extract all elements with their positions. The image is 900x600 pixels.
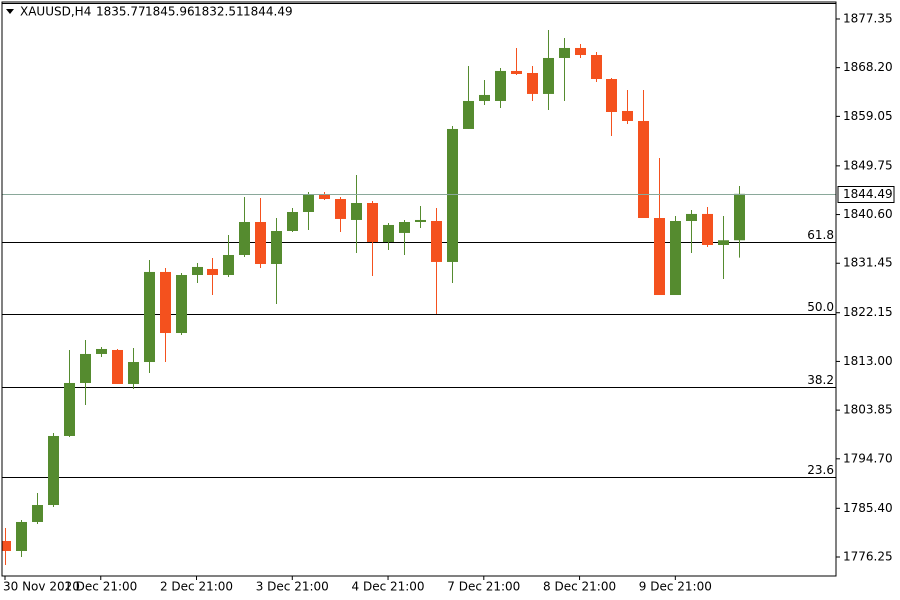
candle-body	[96, 348, 107, 354]
candle-body	[351, 203, 362, 220]
candle-body	[287, 211, 298, 231]
y-tick-label: 1794.70	[843, 451, 893, 465]
y-tick-label: 1776.25	[843, 550, 893, 564]
candle-body	[654, 218, 665, 296]
candle-body	[559, 47, 570, 58]
y-tick-label: 1849.75	[843, 158, 893, 172]
candle-body	[591, 55, 602, 80]
fib-label: 50.0	[807, 300, 834, 314]
x-tick-label: 30 Nov 2020	[3, 580, 80, 594]
candle-body	[303, 194, 314, 212]
y-tick-label: 1877.35	[843, 11, 893, 25]
candle-body	[527, 72, 538, 94]
fib-label: 23.6	[807, 463, 834, 477]
candle-body	[319, 194, 330, 200]
candle-body	[606, 79, 617, 112]
candle-body	[128, 362, 139, 384]
menu-arrow[interactable]	[6, 9, 14, 14]
header-open: 1835.77	[96, 5, 146, 19]
candle-body	[543, 57, 554, 94]
candle-body	[160, 271, 171, 334]
y-tick-label: 1859.05	[843, 109, 893, 123]
candle-body	[112, 349, 123, 384]
y-tick-label: 1813.00	[843, 354, 893, 368]
candle-body	[32, 505, 43, 522]
y-tick-label: 1785.40	[843, 501, 893, 515]
candle-body	[255, 221, 266, 264]
candle-body	[239, 221, 250, 255]
candle-body	[575, 47, 586, 56]
candle-body	[511, 70, 522, 75]
candle-body	[399, 221, 410, 233]
candle-body	[144, 271, 155, 363]
y-tick-label: 1868.20	[843, 60, 893, 74]
x-tick-label: 3 Dec 21:00	[256, 580, 329, 594]
x-tick-label: 9 Dec 21:00	[639, 580, 712, 594]
candle-body	[48, 435, 59, 506]
candle-body	[415, 219, 426, 222]
candle-body	[271, 230, 282, 264]
candle-body	[718, 240, 729, 245]
candle-body	[670, 220, 681, 296]
candle-body	[447, 128, 458, 262]
plot-border	[1, 1, 837, 577]
x-tick-label: 1 Dec 21:00	[64, 580, 137, 594]
candle-body	[702, 213, 713, 245]
candle-body	[495, 70, 506, 101]
candle-body	[335, 199, 346, 219]
candle-body	[207, 268, 218, 276]
candle-body	[638, 120, 649, 219]
candle-body	[734, 193, 745, 241]
candle-body	[383, 224, 394, 243]
candle-body	[16, 521, 27, 551]
candle-body	[463, 100, 474, 129]
candle-body	[223, 254, 234, 276]
header-low: 1832.51	[194, 5, 244, 19]
candle-body	[367, 203, 378, 243]
candle-body	[431, 220, 442, 262]
x-tick-label: 8 Dec 21:00	[543, 580, 616, 594]
header-high: 1845.96	[145, 5, 195, 19]
candle-body	[479, 94, 490, 101]
current-price-box	[837, 186, 895, 203]
x-tick-label: 7 Dec 21:00	[447, 580, 520, 594]
candle-body	[176, 275, 187, 334]
candle-body	[192, 266, 203, 276]
header-close: 1844.49	[243, 5, 293, 19]
y-tick-label: 1803.85	[843, 403, 893, 417]
candle-body	[2, 540, 11, 551]
fib-label: 38.2	[807, 373, 834, 387]
plot-area: 100.061.850.038.223.6	[2, 2, 836, 565]
y-tick-label: 1840.60	[843, 207, 893, 221]
candle-body	[64, 382, 75, 436]
current-price-label: 1844.49	[843, 187, 893, 201]
y-tick-label: 1822.15	[843, 305, 893, 319]
y-tick-label: 1831.45	[843, 256, 893, 270]
x-tick-label: 2 Dec 21:00	[160, 580, 233, 594]
fib-label: 61.8	[807, 228, 834, 242]
x-tick-label: 4 Dec 21:00	[352, 580, 425, 594]
chart-title: XAUUSD,H4	[20, 5, 91, 19]
candle-body	[686, 213, 697, 221]
candle-body	[622, 110, 633, 121]
candle-body	[80, 353, 91, 383]
